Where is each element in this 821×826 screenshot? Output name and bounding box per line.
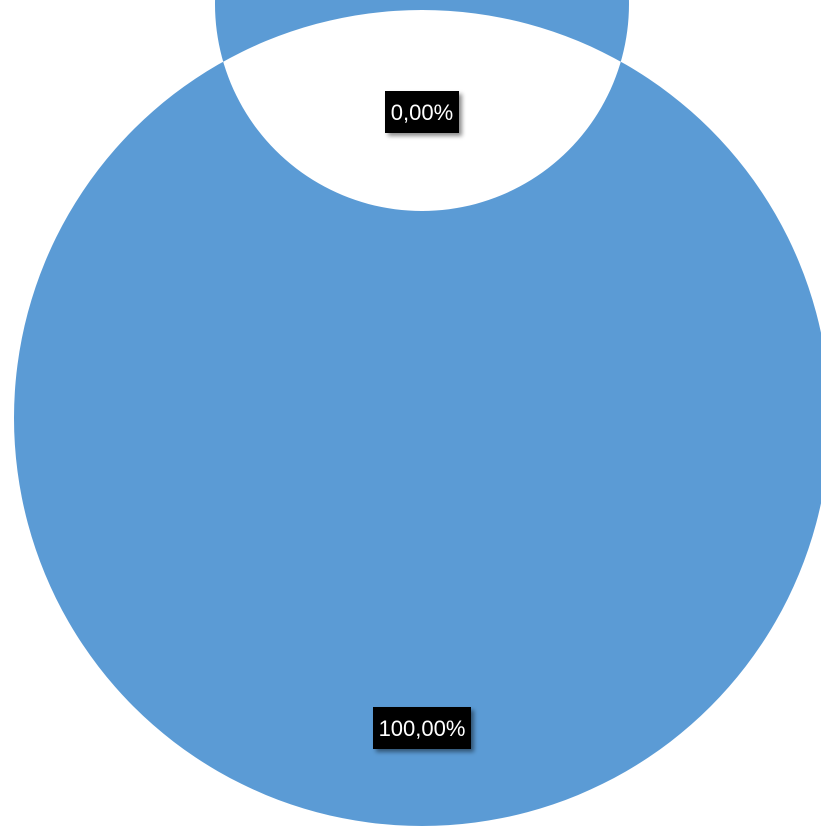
data-label-box: [385, 91, 459, 133]
data-labels-group: 0,00% 100,00%: [373, 91, 471, 749]
data-label-text: 0,00%: [391, 100, 453, 125]
donut-slice-2: [14, 0, 821, 826]
data-label-2: 100,00%: [373, 707, 471, 749]
data-label-1: 0,00%: [385, 91, 459, 133]
data-label-box: [373, 707, 471, 749]
data-label-text: 100,00%: [379, 716, 466, 741]
